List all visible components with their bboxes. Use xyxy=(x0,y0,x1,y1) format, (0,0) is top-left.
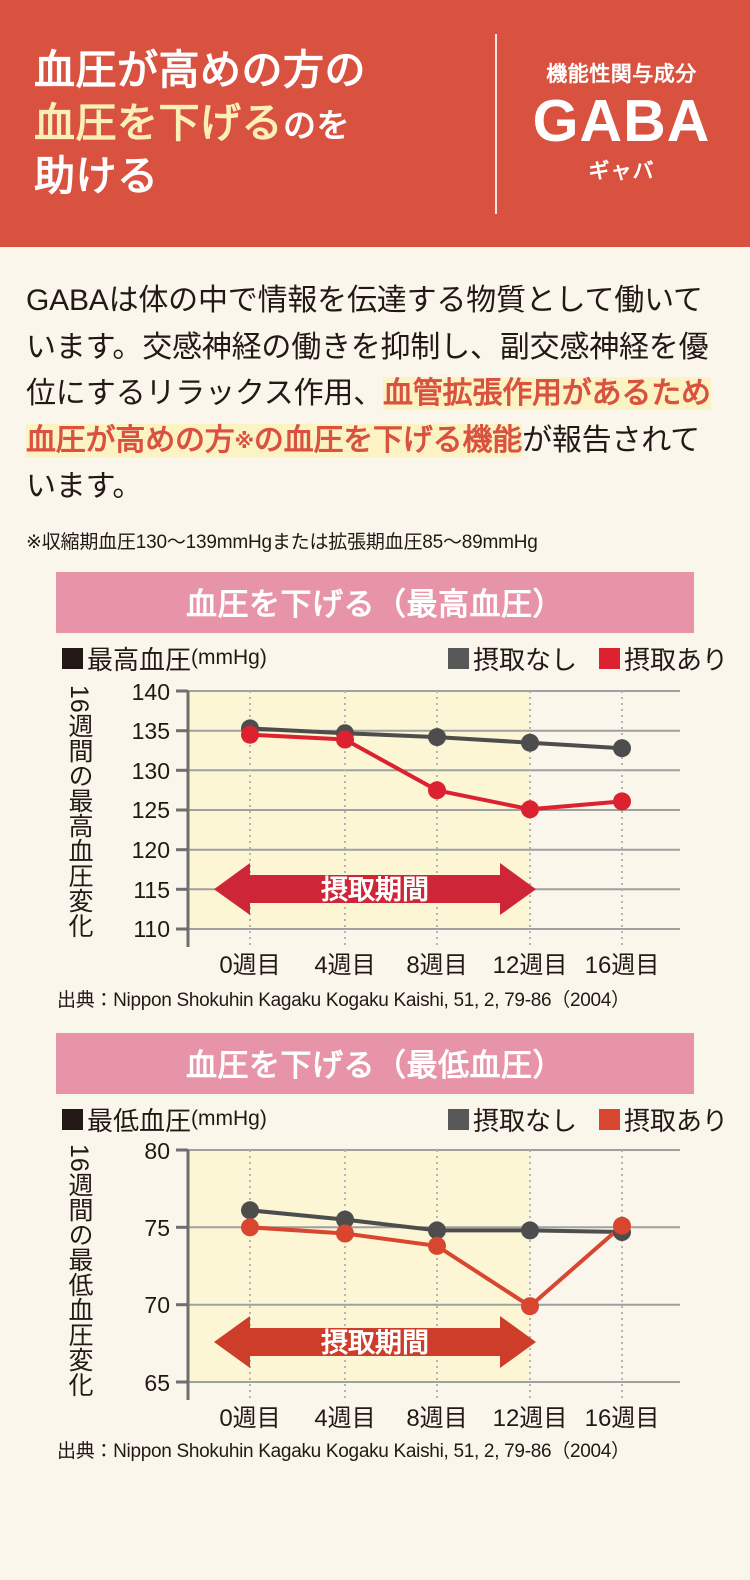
chart-2-arrow-label: 摂取期間 xyxy=(321,1328,429,1358)
svg-text:115: 115 xyxy=(133,877,170,903)
chart-1-svg: 140 135 130 125 120 115 110 摂取期間 xyxy=(132,681,680,979)
chart-1-y-ticks xyxy=(176,689,188,930)
svg-text:12週目: 12週目 xyxy=(493,1405,568,1432)
intro-highlight-part2: の血圧を下げる機能 xyxy=(253,423,523,457)
chart-2-svg: 80 75 70 65 摂取期間 xyxy=(144,1142,680,1432)
svg-text:0週目: 0週目 xyxy=(219,1405,280,1432)
chart-2-y-tick-labels: 80 75 70 65 xyxy=(144,1142,170,1396)
header-divider xyxy=(495,33,497,214)
header-banner: 血圧が高めの方の 血圧を下げるのを 助ける 機能性関与成分 GABA ギャバ xyxy=(0,0,750,247)
chart-block-systolic: 血圧を下げる（最高血圧） 最高血圧 (mmHg) 摂取なし 摂取あり 16週間の… xyxy=(0,571,750,1012)
svg-text:4週目: 4週目 xyxy=(314,1405,375,1432)
chart-2-y-ticks xyxy=(176,1148,188,1383)
chart-2-x-tick-labels: 0週目 4週目 8週目 12週目 16週目 xyxy=(219,1405,659,1432)
legend-series-yes: 摂取あり xyxy=(598,640,728,677)
legend-series-none: 摂取なし xyxy=(447,640,577,677)
chart-1-plot-area: 16週間の最高血圧変化 xyxy=(0,681,750,981)
chart-2-plot-area: 16週間の最低血圧変化 xyxy=(0,1142,750,1432)
svg-text:4週目: 4週目 xyxy=(314,952,375,979)
headline-line-3: 助ける xyxy=(34,152,159,199)
headline-line-1: 血圧が高めの方の xyxy=(34,47,366,94)
svg-text:125: 125 xyxy=(132,797,170,823)
badge-title: GABA xyxy=(532,88,711,155)
legend-none-label: 摂取なし xyxy=(472,644,577,675)
chart-1-legend: 最高血圧 (mmHg) 摂取なし 摂取あり xyxy=(0,633,750,681)
svg-text:120: 120 xyxy=(132,837,170,863)
headline-highlight: 血圧を下げる xyxy=(34,100,283,147)
chart-2-intake-arrow: 摂取期間 xyxy=(214,1315,536,1368)
svg-text:8週目: 8週目 xyxy=(406,1405,467,1432)
intro-paragraph: GABAは体の中で情報を伝達する物質として働いています。交感神経の働きを抑制し、… xyxy=(0,247,750,511)
svg-text:0週目: 0週目 xyxy=(219,952,280,979)
svg-text:80: 80 xyxy=(144,1142,170,1164)
legend-yes-label: 摂取あり xyxy=(623,1105,728,1136)
legend-metric-unit: (mmHg) xyxy=(191,1107,267,1130)
headline-line-2: 血圧を下げるのを xyxy=(34,97,489,150)
headline-line-2-tail: のを xyxy=(283,107,350,145)
chart-1-intake-arrow: 摂取期間 xyxy=(214,862,536,915)
intro-highlight-part1: 血管拡張作用があるため血圧が高めの方 xyxy=(26,377,711,457)
intro-footnote: ※収縮期血圧130〜139mmHgまたは拡張期血圧85〜89mmHg xyxy=(26,531,538,553)
svg-text:65: 65 xyxy=(144,1370,170,1396)
chart-2-title: 血圧を下げる（最低血圧） xyxy=(56,1032,694,1094)
legend-metric-label: 最低血圧 xyxy=(87,1105,192,1136)
chart-1-title: 血圧を下げる（最高血圧） xyxy=(56,571,694,633)
svg-text:16週目: 16週目 xyxy=(585,952,660,979)
legend-series-yes: 摂取あり xyxy=(598,1101,728,1138)
gaba-badge: 機能性関与成分 GABA ギャバ xyxy=(519,58,724,189)
legend-metric-item: 最低血圧 (mmHg) xyxy=(62,1101,448,1138)
svg-text:110: 110 xyxy=(133,916,170,942)
legend-yes-swatch-icon xyxy=(598,647,620,669)
svg-text:130: 130 xyxy=(132,758,170,784)
chart-2-source: 出典：Nippon Shokuhin Kagaku Kogaku Kaishi,… xyxy=(57,1440,630,1462)
svg-text:16週目: 16週目 xyxy=(585,1405,660,1432)
intro-text-part1: GABAは体の中で情報を伝達する物質として働いています。交感神経の働きを抑制し、… xyxy=(26,284,709,410)
chart-1-points-yes xyxy=(241,725,631,818)
legend-metric-swatch-icon xyxy=(62,647,83,669)
chart-1-arrow-label: 摂取期間 xyxy=(321,875,429,905)
chart-1-x-tick-labels: 0週目 4週目 8週目 12週目 16週目 xyxy=(219,952,659,979)
legend-none-swatch-icon xyxy=(447,647,469,669)
legend-yes-label: 摂取あり xyxy=(623,644,728,675)
svg-text:75: 75 xyxy=(144,1215,170,1241)
legend-series-none: 摂取なし xyxy=(447,1101,577,1138)
badge-subtitle: 機能性関与成分 xyxy=(546,63,697,87)
chart-1-y-tick-labels: 140 135 130 125 120 115 110 xyxy=(132,681,170,942)
chart-1-y-axis-caption: 16週間の最高血圧変化 xyxy=(65,684,93,938)
chart-block-diastolic: 血圧を下げる（最低血圧） 最低血圧 (mmHg) 摂取なし 摂取あり 16週間の… xyxy=(0,1032,750,1463)
svg-text:135: 135 xyxy=(132,718,170,744)
chart-2-legend: 最低血圧 (mmHg) 摂取なし 摂取あり xyxy=(0,1094,750,1142)
intro-highlight-ref: ※ xyxy=(234,430,254,453)
svg-text:12週目: 12週目 xyxy=(493,952,568,979)
badge-kana: ギャバ xyxy=(588,159,655,183)
svg-text:8週目: 8週目 xyxy=(406,952,467,979)
legend-metric-unit: (mmHg) xyxy=(191,646,267,669)
header-headline: 血圧が高めの方の 血圧を下げるのを 助ける xyxy=(34,44,489,203)
svg-text:140: 140 xyxy=(132,681,170,705)
legend-yes-swatch-icon xyxy=(598,1108,620,1130)
chart-2-y-axis-caption: 16週間の最低血圧変化 xyxy=(65,1143,93,1397)
chart-1-source: 出典：Nippon Shokuhin Kagaku Kogaku Kaishi,… xyxy=(57,989,630,1011)
intro-text-part2: が報告されています。 xyxy=(26,423,700,504)
legend-none-label: 摂取なし xyxy=(472,1105,577,1136)
legend-metric-swatch-icon xyxy=(62,1108,83,1130)
chart-2-points-yes xyxy=(241,1216,631,1315)
svg-text:70: 70 xyxy=(144,1292,170,1318)
legend-metric-label: 最高血圧 xyxy=(87,644,192,675)
legend-metric-item: 最高血圧 (mmHg) xyxy=(62,640,448,677)
legend-none-swatch-icon xyxy=(447,1108,469,1130)
